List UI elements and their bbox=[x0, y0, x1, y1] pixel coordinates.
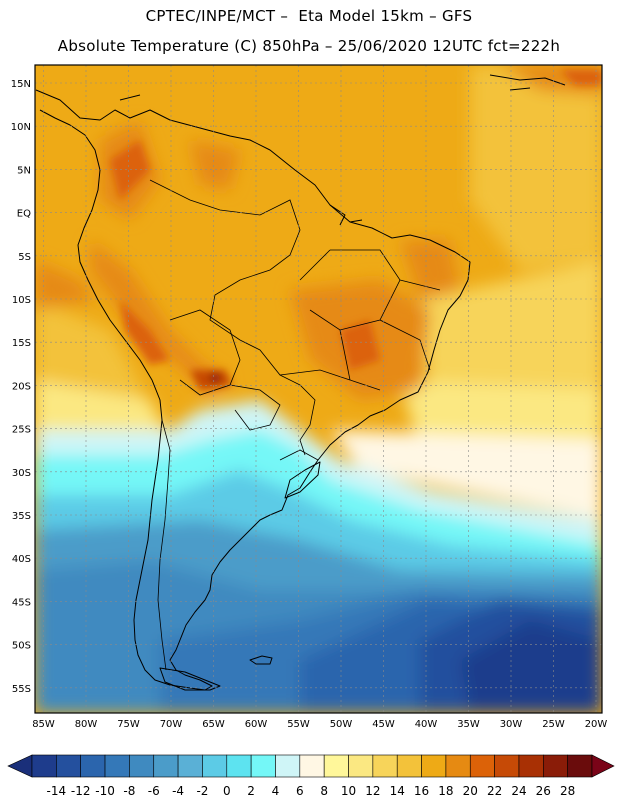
legend-tick-label: 26 bbox=[536, 784, 551, 798]
legend-tick-label: -14 bbox=[47, 784, 67, 798]
legend-over-arrow bbox=[591, 754, 615, 778]
legend-color-box bbox=[56, 754, 81, 778]
legend-color-box bbox=[104, 754, 130, 778]
longitude-label: 40W bbox=[415, 719, 438, 730]
caribbean-islands bbox=[119, 74, 566, 101]
legend-tick-label: 18 bbox=[438, 784, 453, 798]
legend-tick-label: -2 bbox=[196, 784, 208, 798]
latitude-label: EQ bbox=[17, 209, 31, 220]
legend-tick-label: 28 bbox=[560, 784, 575, 798]
legend-color-box bbox=[299, 754, 325, 778]
longitude-labels: 85W 80W 75W 70W 65W 60W 55W 50W 45W 40W 35W 30W 25W 2… bbox=[32, 719, 607, 730]
coastlines bbox=[35, 74, 566, 691]
coordinate-grid bbox=[35, 65, 602, 713]
legend-tick-label: -12 bbox=[71, 784, 91, 798]
longitude-label: 75W bbox=[117, 719, 140, 730]
argentina-chile-border bbox=[157, 419, 171, 671]
temperature-field bbox=[35, 65, 602, 713]
bolivia-border bbox=[169, 309, 241, 396]
latitude-label: 5N bbox=[17, 165, 31, 176]
uruguay-border bbox=[279, 449, 319, 461]
longitude-label: 25W bbox=[542, 719, 565, 730]
legend-color-box bbox=[469, 754, 495, 778]
legend-color-box bbox=[129, 754, 155, 778]
brazil-states bbox=[279, 249, 441, 391]
latitude-label: 40S bbox=[12, 554, 31, 565]
latitude-label: 45S bbox=[12, 597, 31, 608]
legend-color-box bbox=[372, 754, 398, 778]
latitude-label: 55S bbox=[12, 684, 31, 695]
map-title-line-1: CPTEC/INPE/MCT – Eta Model 15km – GFS bbox=[145, 7, 473, 25]
legend-color-box bbox=[494, 754, 520, 778]
latitude-label: 15S bbox=[12, 338, 31, 349]
paraguay-border bbox=[229, 384, 281, 431]
longitude-label: 85W bbox=[32, 719, 55, 730]
legend-under-arrow bbox=[7, 754, 33, 778]
latitude-label: 25S bbox=[12, 425, 31, 436]
latitude-labels: 15N 10N 5N EQ 5S 10S 15S 20S 25S 30S 35S 40S 45S 50S 5… bbox=[11, 79, 31, 695]
latitude-label: 5S bbox=[18, 252, 31, 263]
legend-tick-label: 0 bbox=[223, 784, 231, 798]
latitude-label: 10S bbox=[12, 295, 31, 306]
legend-tick-label: -10 bbox=[95, 784, 115, 798]
legend-color-box bbox=[323, 754, 349, 778]
longitude-label: 50W bbox=[330, 719, 353, 730]
legend-color-box bbox=[177, 754, 203, 778]
brazil-border bbox=[149, 179, 316, 456]
longitude-label: 60W bbox=[245, 719, 268, 730]
legend-color-box bbox=[421, 754, 447, 778]
longitude-label: 80W bbox=[75, 719, 98, 730]
longitude-label: 70W bbox=[160, 719, 183, 730]
legend-tick-label: 8 bbox=[320, 784, 328, 798]
legend-color-box bbox=[226, 754, 252, 778]
latitude-label: 30S bbox=[12, 468, 31, 479]
legend-color-box bbox=[445, 754, 471, 778]
legend-tick-label: 2 bbox=[247, 784, 255, 798]
latitude-label: 50S bbox=[12, 641, 31, 652]
south-america-coastline bbox=[35, 89, 471, 691]
legend-color-box bbox=[250, 754, 276, 778]
latitude-label: 15N bbox=[11, 79, 31, 90]
longitude-label: 55W bbox=[287, 719, 310, 730]
legend-tick-label: 12 bbox=[365, 784, 380, 798]
legend-tick-label: 20 bbox=[463, 784, 478, 798]
longitude-label: 20W bbox=[585, 719, 608, 730]
legend-tick-label: 6 bbox=[296, 784, 304, 798]
legend-color-box bbox=[348, 754, 374, 778]
legend-color-box bbox=[543, 754, 568, 778]
legend-color-box bbox=[80, 754, 106, 778]
legend-tick-label: 10 bbox=[341, 784, 356, 798]
legend-tick-label: 16 bbox=[414, 784, 429, 798]
legend-tick-label: -6 bbox=[148, 784, 160, 798]
legend-tick-label: 22 bbox=[487, 784, 502, 798]
legend-tick-label: -4 bbox=[172, 784, 184, 798]
longitude-label: 35W bbox=[457, 719, 480, 730]
latitude-label: 20S bbox=[12, 381, 31, 392]
longitude-label: 45W bbox=[372, 719, 395, 730]
legend-color-box bbox=[275, 754, 301, 778]
legend-tick-label: 24 bbox=[511, 784, 526, 798]
map-title-line-2: Absolute Temperature (C) 850hPa – 25/06/… bbox=[57, 37, 561, 55]
amazon-delta bbox=[329, 204, 363, 226]
legend-tick-label: 14 bbox=[390, 784, 405, 798]
legend-color-box bbox=[518, 754, 544, 778]
lagoa-dos-patos bbox=[284, 461, 321, 499]
longitude-label: 30W bbox=[500, 719, 523, 730]
map-frame bbox=[34, 64, 603, 714]
latitude-label: 10N bbox=[11, 122, 31, 133]
legend-color-box bbox=[396, 754, 422, 778]
falkland-islands bbox=[249, 655, 273, 665]
longitude-label: 65W bbox=[202, 719, 225, 730]
legend-tick-label: -8 bbox=[123, 784, 135, 798]
latitude-label: 35S bbox=[12, 511, 31, 522]
country-borders bbox=[149, 179, 441, 671]
legend-color-box bbox=[202, 754, 228, 778]
legend-tick-label: 4 bbox=[272, 784, 280, 798]
legend-color-box bbox=[153, 754, 179, 778]
legend-color-box bbox=[31, 754, 57, 778]
legend-color-box bbox=[567, 754, 593, 778]
